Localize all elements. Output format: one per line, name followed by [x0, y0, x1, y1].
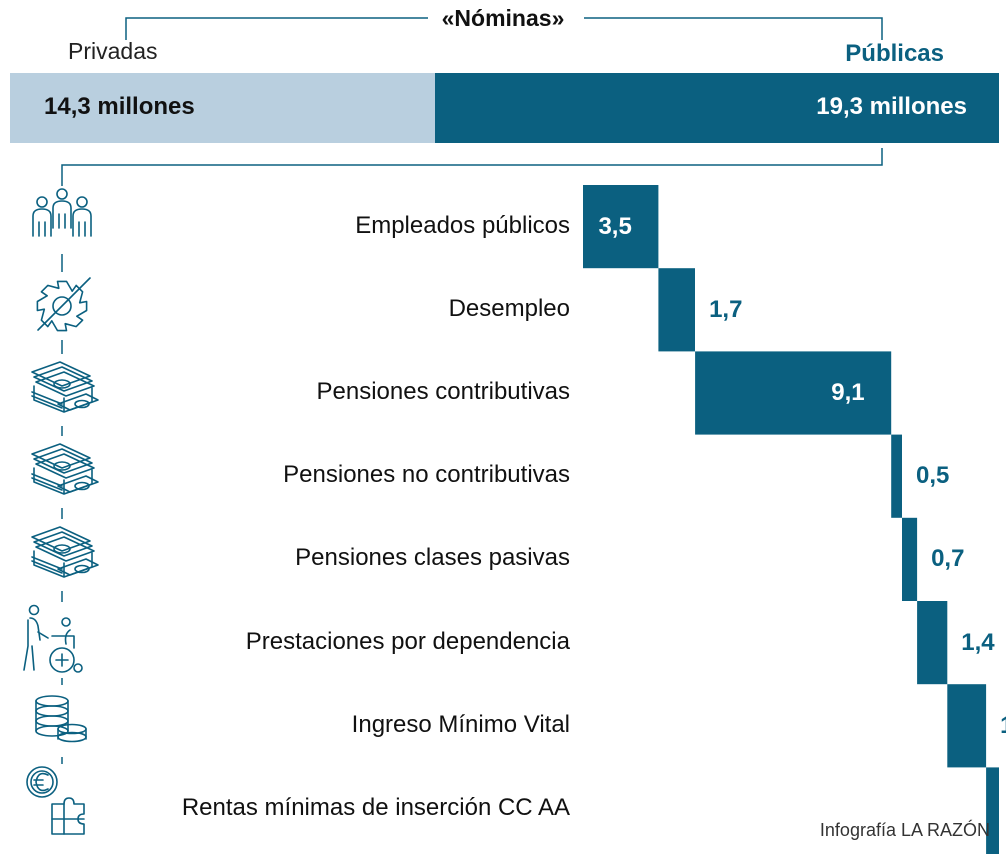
value-label: 0,7 — [931, 545, 965, 573]
bar-segment — [583, 185, 659, 269]
private-label: Privadas — [68, 38, 158, 64]
category-label: Desempleo — [448, 294, 570, 322]
people-icon — [28, 186, 96, 254]
category-label: Pensiones no contributivas — [283, 461, 570, 489]
category-label: Pensiones contributivas — [316, 378, 570, 405]
euro-puzzle-icon — [26, 764, 98, 836]
category-label: Rentas mínimas de inserción CC AA — [181, 794, 570, 821]
bar-segment — [902, 517, 918, 601]
value-label: 3,5 — [598, 212, 632, 240]
category-label: Empleados públicos — [355, 211, 570, 239]
value-label: 1,8 — [1000, 712, 1006, 740]
category-label: Pensiones clases pasivas — [295, 544, 570, 572]
bar-segment — [917, 601, 948, 685]
banknotes-icon — [26, 354, 99, 426]
gear-crossed-icon — [28, 272, 96, 340]
value-label: 9,1 — [831, 379, 865, 406]
category-label: Ingreso Mínimo Vital — [351, 710, 570, 738]
bar-segment — [658, 268, 695, 352]
coins-icon — [26, 685, 98, 757]
banknotes-icon — [26, 436, 99, 508]
credit: Infografía LA RAZÓN — [819, 820, 990, 840]
value-label: 1,7 — [709, 295, 743, 323]
public-value: 19,3 millones — [816, 93, 967, 120]
bracket-top-line — [125, 17, 883, 40]
bar-segment — [695, 351, 892, 435]
banknotes-icon — [26, 519, 99, 591]
category-label: Prestaciones por dependencia — [245, 627, 570, 655]
value-label: 1,4 — [961, 628, 995, 656]
private-bar — [10, 73, 435, 143]
value-label: 0,5 — [916, 462, 950, 490]
wheelchair-caregiver-icon — [23, 602, 100, 678]
public-bar — [435, 73, 999, 143]
bracket-connector-line — [61, 148, 883, 186]
bar-segment — [986, 767, 999, 854]
chart-title: «Nóminas» — [0, 5, 1006, 32]
private-value: 14,3 millones — [44, 93, 195, 120]
bar-segment — [891, 434, 902, 518]
bar-segment — [947, 684, 987, 768]
public-label: Públicas — [845, 40, 944, 67]
